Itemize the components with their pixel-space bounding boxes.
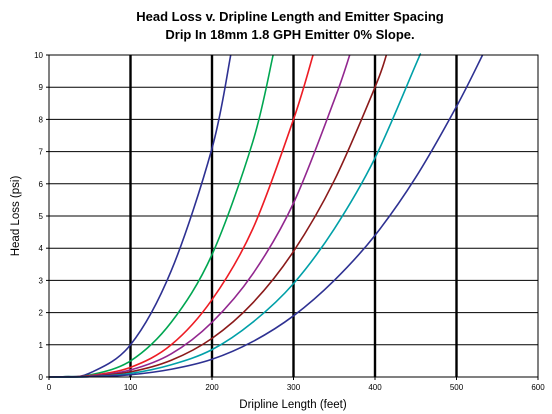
y-tick-label: 0 (39, 373, 44, 382)
y-tick-label: 5 (39, 212, 44, 221)
x-tick-label: 100 (124, 383, 138, 392)
x-tick-label: 300 (287, 383, 301, 392)
chart-subtitle: Drip In 18mm 1.8 GPH Emitter 0% Slope. (165, 27, 414, 42)
x-tick-label: 0 (47, 383, 52, 392)
x-tick-label: 200 (205, 383, 219, 392)
x-tick-label: 600 (531, 383, 545, 392)
x-tick-label: 500 (450, 383, 464, 392)
series-line-7 (48, 54, 484, 378)
y-tick-label: 10 (34, 51, 43, 60)
series-line-6 (48, 53, 422, 378)
y-tick-label: 1 (39, 341, 44, 350)
y-tick-label: 3 (39, 276, 44, 285)
x-axis-label: Dripline Length (feet) (239, 399, 347, 411)
y-tick-label: 7 (39, 148, 44, 157)
y-tick-label: 9 (39, 83, 44, 92)
y-axis-label: Head Loss (psi) (10, 176, 22, 257)
series-line-5 (48, 54, 388, 378)
y-tick-label: 8 (39, 115, 44, 124)
x-tick-label: 400 (368, 383, 382, 392)
y-tick-label: 2 (39, 309, 44, 318)
chart-title: Head Loss v. Dripline Length and Emitter… (136, 9, 444, 24)
y-tick-label: 4 (39, 244, 44, 253)
y-tick-label: 6 (39, 180, 44, 189)
grid-lines (49, 54, 538, 377)
